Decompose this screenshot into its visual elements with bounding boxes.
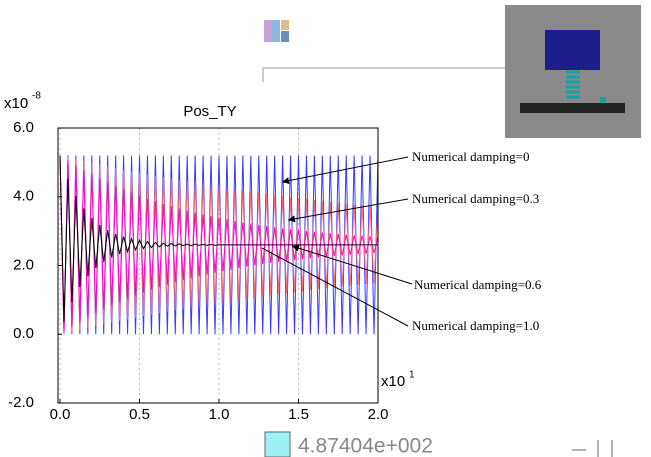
annotation-arrow	[261, 247, 409, 327]
line-series	[59, 155, 378, 322]
model-preview	[505, 5, 641, 138]
annotation: Numerical damping=0	[412, 149, 529, 164]
plot-area	[59, 128, 379, 403]
y-scale-exponent: -8	[32, 91, 41, 102]
annotation-arrow	[281, 156, 409, 185]
window-icon	[264, 20, 289, 42]
panel-border	[262, 67, 505, 82]
x-scale-base: x10	[381, 373, 405, 390]
y-tick-label: 0.0	[13, 325, 34, 342]
y-tick-label: 2.0	[13, 256, 34, 273]
color-swatch	[264, 431, 291, 457]
annotation: Numerical damping=1.0	[412, 318, 539, 333]
x-scale-exponent: 1	[409, 370, 415, 381]
y-tick-label: 4.0	[13, 188, 34, 205]
chart-title: Pos_TY	[183, 103, 236, 120]
x-tick-label: 1.0	[209, 406, 230, 423]
annotation-arrow	[287, 198, 409, 223]
line-series	[59, 155, 379, 332]
y-tick-label: -2.0	[8, 394, 34, 411]
y-scale-base: x10	[4, 95, 28, 112]
y-tick-label: 6.0	[13, 119, 34, 136]
status-value: 4.87404e+002	[298, 435, 433, 457]
annotations: Numerical damping=0 Numerical damping=0.…	[261, 149, 542, 333]
x-tick-label: 0.0	[50, 406, 71, 423]
toolbar-marks	[572, 440, 613, 457]
annotation: Numerical damping=0.3	[412, 191, 539, 206]
annotation-arrow	[291, 244, 413, 285]
x-tick-label: 0.5	[129, 406, 150, 423]
x-tick-label: 2.0	[368, 406, 389, 423]
annotation: Numerical damping=0.6	[414, 277, 542, 292]
x-tick-label: 1.5	[288, 406, 309, 423]
